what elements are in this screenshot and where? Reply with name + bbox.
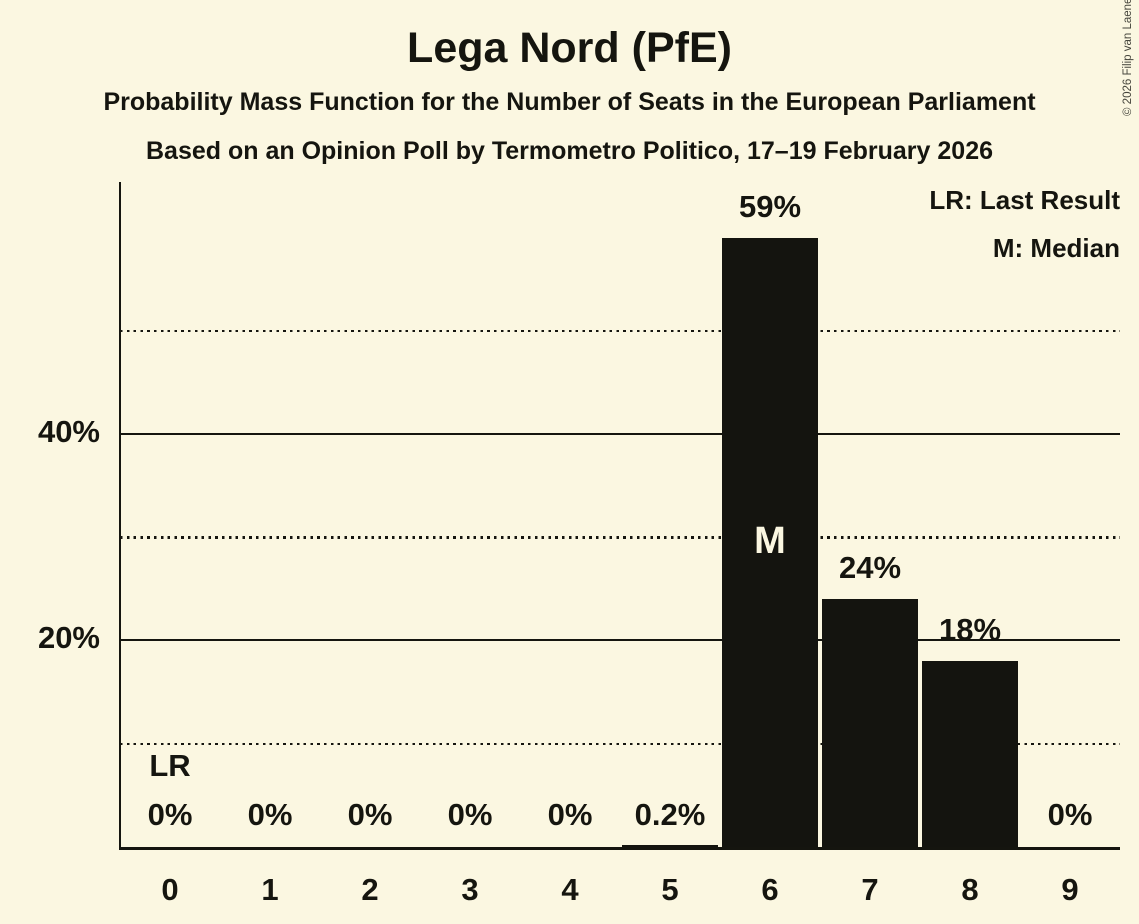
x-tick-seat-8: 8	[961, 872, 979, 907]
chart-subtitle: Probability Mass Function for the Number…	[103, 88, 1036, 116]
x-tick-seat-9: 9	[1061, 872, 1079, 907]
gridline-dotted-10pct	[120, 742, 1120, 746]
x-tick-seat-2: 2	[361, 872, 379, 907]
bar-seat-7	[822, 599, 918, 847]
value-label-seat-8: 18%	[938, 612, 1002, 647]
x-tick-seat-0: 0	[161, 872, 179, 907]
gridline-dotted-30pct	[120, 536, 1120, 539]
x-tick-seat-7: 7	[861, 872, 879, 907]
value-label-seat-6: 59%	[738, 189, 802, 224]
value-label-seat-5: 0.2%	[634, 797, 706, 832]
legend-median: M: Median	[992, 233, 1120, 263]
y-tick-label-20pct: 20%	[37, 620, 100, 656]
value-label-seat-0: 0%	[147, 797, 193, 832]
gridline-dotted-50pct	[120, 329, 1120, 333]
bar-seat-5	[622, 845, 718, 847]
x-tick-seat-1: 1	[261, 872, 279, 907]
x-tick-seat-5: 5	[661, 872, 679, 907]
value-label-seat-7: 24%	[838, 550, 902, 585]
chart-source-line: Based on an Opinion Poll by Termometro P…	[146, 137, 993, 165]
x-tick-seat-3: 3	[461, 872, 479, 907]
copyright-notice: © 2026 Filip van Laenen	[1122, 0, 1134, 116]
bar-seat-6	[722, 238, 818, 847]
value-label-seat-3: 0%	[447, 797, 493, 832]
value-label-seat-9: 0%	[1047, 797, 1093, 832]
last-result-marker: LR	[149, 748, 191, 783]
x-tick-seat-6: 6	[761, 872, 779, 907]
gridline-solid-20pct	[120, 639, 1120, 642]
median-marker: M	[754, 519, 786, 562]
value-label-seat-4: 0%	[547, 797, 593, 832]
value-label-seat-1: 0%	[247, 797, 293, 832]
x-tick-seat-4: 4	[561, 872, 579, 907]
chart-title: Lega Nord (PfE)	[407, 24, 732, 72]
gridline-solid-40pct	[120, 432, 1120, 435]
y-tick-label-40pct: 40%	[37, 413, 100, 449]
value-label-seat-2: 0%	[347, 797, 393, 832]
bar-seat-8	[922, 661, 1018, 847]
legend-last-result: LR: Last Result	[929, 185, 1120, 215]
